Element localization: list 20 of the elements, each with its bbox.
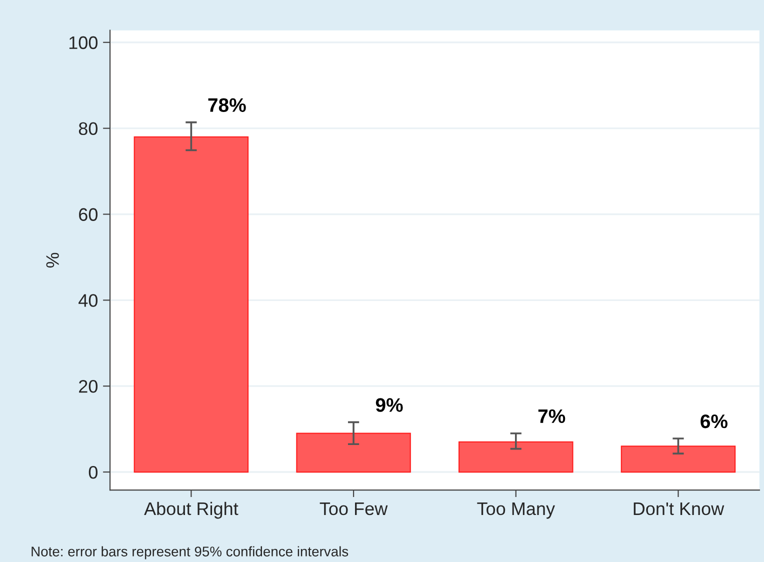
x-tick-label: About Right xyxy=(144,502,238,519)
x-tick-label: Too Many xyxy=(477,502,555,519)
data-label: 6% xyxy=(700,414,728,428)
y-axis-title: % xyxy=(46,252,59,268)
text: Note: error bars represent 95% confidence intervals xyxy=(32,546,348,560)
bar xyxy=(296,432,411,473)
x-tick-label: Too Few xyxy=(320,502,388,516)
y-tick-label: 60 xyxy=(79,208,98,221)
bar xyxy=(134,136,249,473)
bar xyxy=(620,446,736,473)
y-tick-label: 0 xyxy=(88,466,98,479)
x-tick-label: Don't Know xyxy=(634,502,724,516)
y-tick-label: 100 xyxy=(69,36,98,50)
bar xyxy=(458,441,574,473)
data-label: 78% xyxy=(208,98,246,112)
y-tick-label: 80 xyxy=(78,122,98,136)
data-label: 7% xyxy=(538,409,566,424)
y-tick-label: 20 xyxy=(79,380,98,393)
data-label: 9% xyxy=(376,398,403,412)
y-tick-label: 40 xyxy=(78,294,98,307)
